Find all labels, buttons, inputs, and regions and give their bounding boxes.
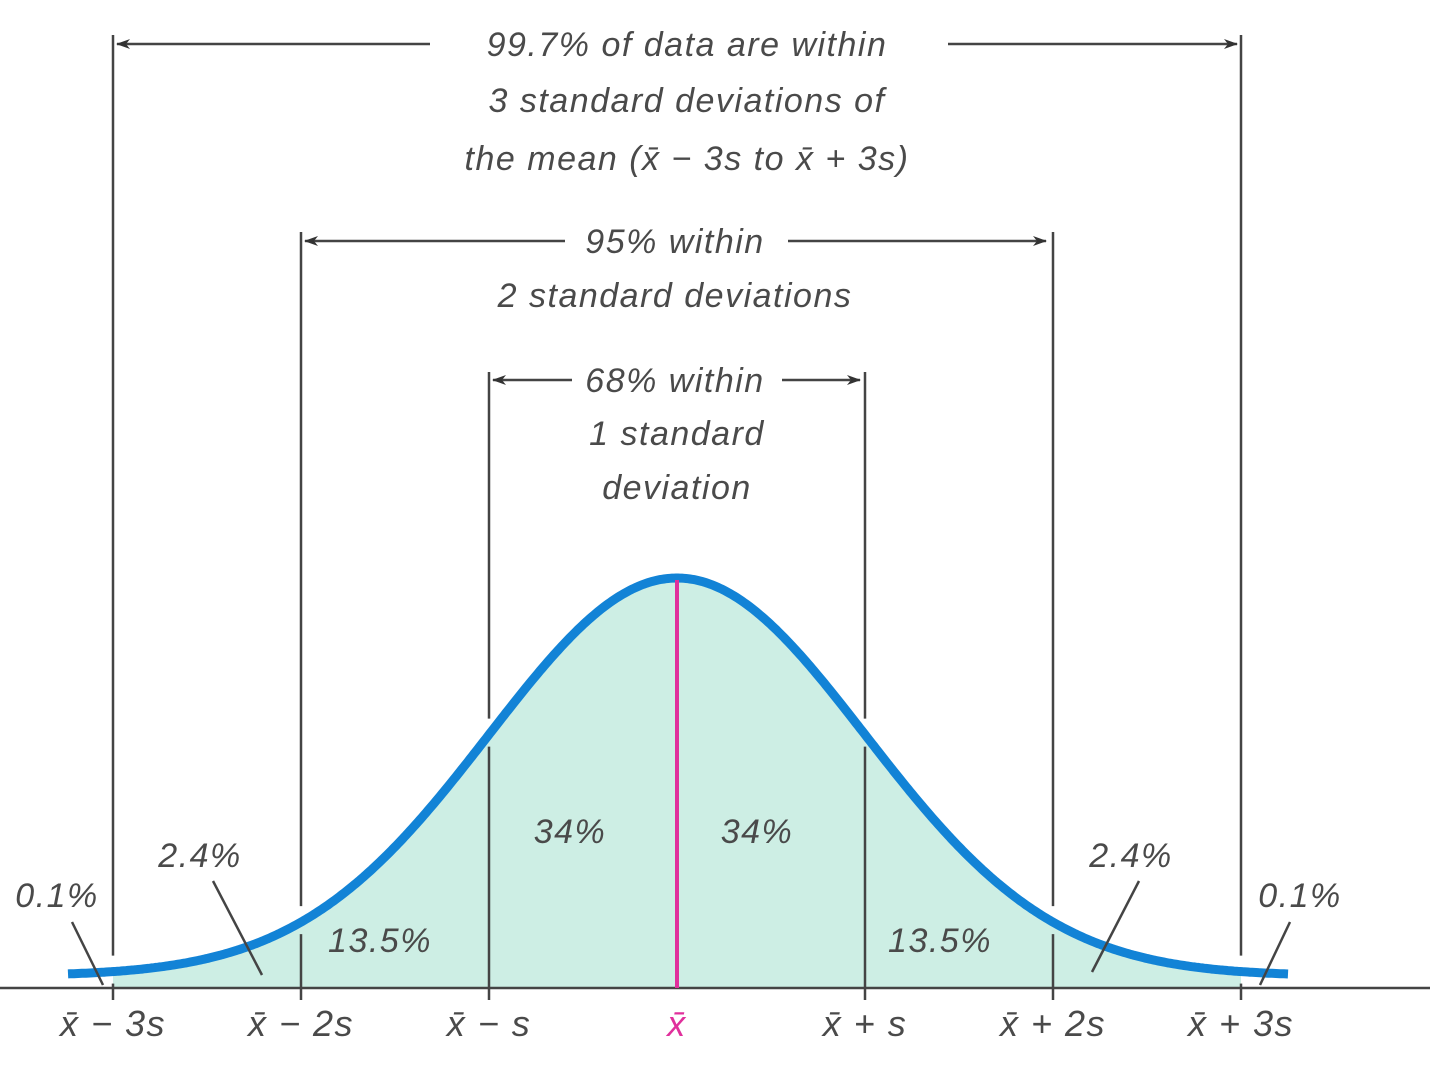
- two-sd-line-1: 95% within: [585, 223, 764, 261]
- axis-label-minus-1s: x̄ − s: [445, 1003, 532, 1044]
- leader-left-2-3: [211, 880, 264, 976]
- one-sd-line-1: 68% within: [585, 362, 764, 400]
- two-sd-line-2: 2 standard deviations: [497, 277, 853, 315]
- region-right-tail: 0.1%: [1258, 877, 1342, 915]
- region-right-0-1: 34%: [721, 813, 794, 851]
- one-sd-line-2: 1 standard: [589, 415, 765, 453]
- axis-label-plus-2s: x̄ + 2s: [998, 1003, 1106, 1044]
- axis-label-minus-3s: x̄ − 3s: [58, 1003, 166, 1044]
- leader-right-tail: [1258, 921, 1292, 986]
- region-right-2-3: 2.4%: [1088, 837, 1173, 875]
- three-sd-line-2: 3 standard deviations of: [488, 82, 887, 120]
- region-left-tail: 0.1%: [15, 877, 99, 915]
- region-right-1-2: 13.5%: [888, 922, 992, 960]
- region-left-1-2: 13.5%: [328, 922, 432, 960]
- axis-label-minus-2s: x̄ − 2s: [246, 1003, 354, 1044]
- axis-label-plus-1s: x̄ + s: [821, 1003, 908, 1044]
- normal-curve: [67, 573, 1289, 979]
- leader-left-tail: [70, 921, 105, 986]
- one-sd-line-3: deviation: [602, 469, 752, 507]
- leader-right-2-3: [1090, 880, 1141, 973]
- three-sd-line-1: 99.7% of data are within: [487, 26, 888, 64]
- region-left-0-1: 34%: [534, 813, 607, 851]
- axis-label-plus-3s: x̄ + 3s: [1186, 1003, 1294, 1044]
- three-sd-line-3: the mean (x̄ − 3s to x̄ + 3s): [465, 140, 910, 178]
- region-left-2-3: 2.4%: [157, 837, 242, 875]
- axis-label-mean: x̄: [665, 1003, 687, 1044]
